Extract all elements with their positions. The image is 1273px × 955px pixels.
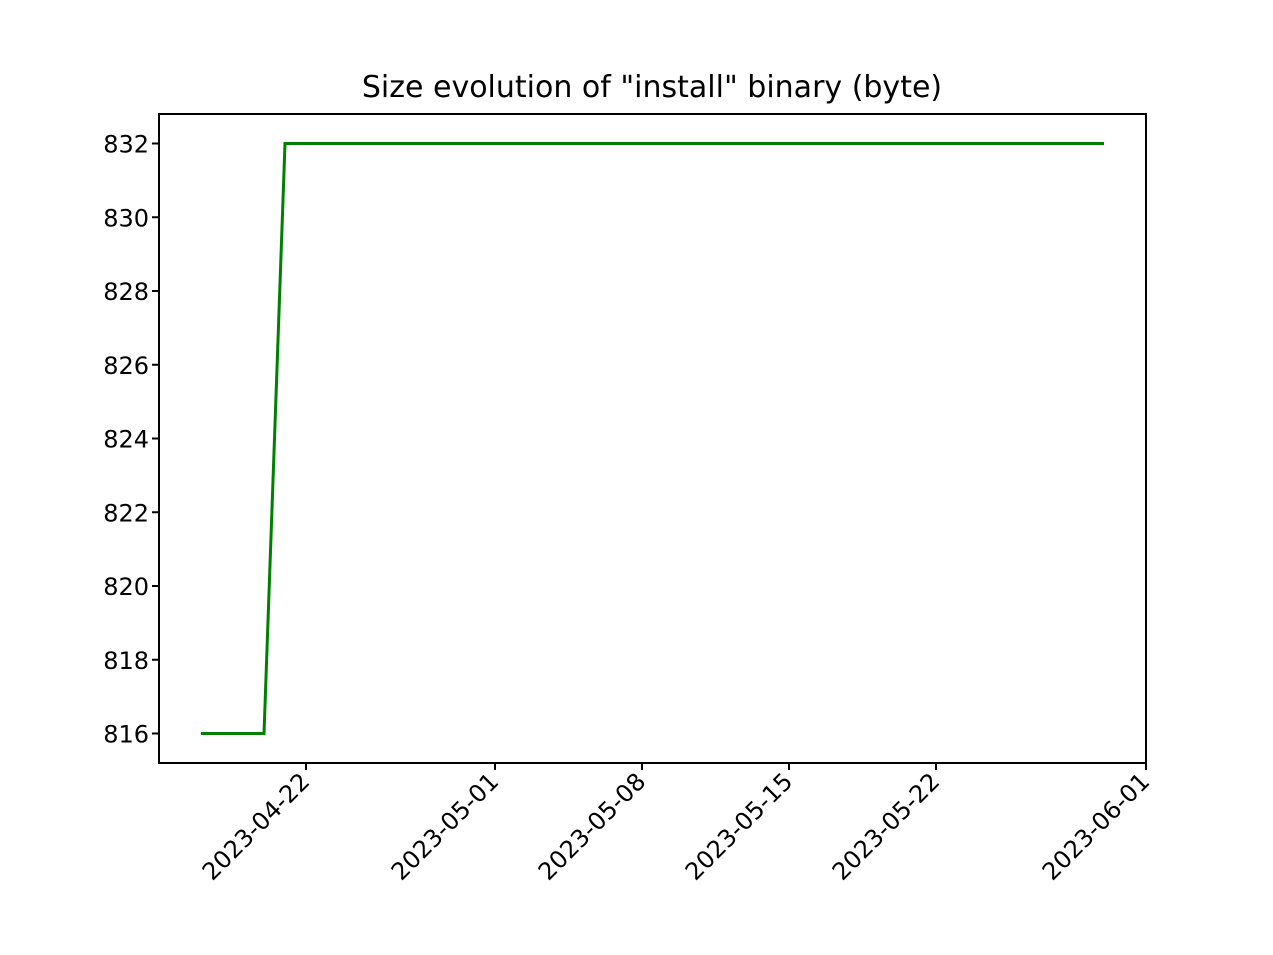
y-tick-label: 826 [103, 352, 149, 380]
x-axis: 2023-04-22 2023-05-01 2023-05-08 2023-05-15… [197, 763, 1155, 886]
y-tick-label: 824 [103, 426, 149, 454]
x-tick-label: 2023-05-08 [533, 767, 651, 885]
y-tick-label: 818 [103, 647, 149, 675]
plot-area-frame [158, 113, 1147, 764]
x-tick-label: 2023-05-01 [386, 767, 504, 885]
y-tick-label: 822 [103, 499, 149, 527]
x-tick-label: 2023-06-01 [1037, 767, 1155, 885]
x-tick-label: 2023-04-22 [197, 767, 315, 885]
y-tick-label: 832 [103, 131, 149, 159]
y-tick-label: 816 [103, 721, 149, 749]
x-tick-label: 2023-05-15 [680, 767, 798, 885]
y-tick-label: 830 [103, 204, 149, 232]
chart-title: Size evolution of "install" binary (byte… [362, 70, 942, 105]
y-tick-label: 828 [103, 278, 149, 306]
x-tick-label: 2023-05-22 [827, 767, 945, 885]
series-line [201, 142, 1104, 735]
y-tick-label: 820 [103, 573, 149, 601]
series-layer [201, 142, 1104, 735]
y-axis: 816 818 820 822 824 826 828 830 832 [103, 131, 159, 749]
